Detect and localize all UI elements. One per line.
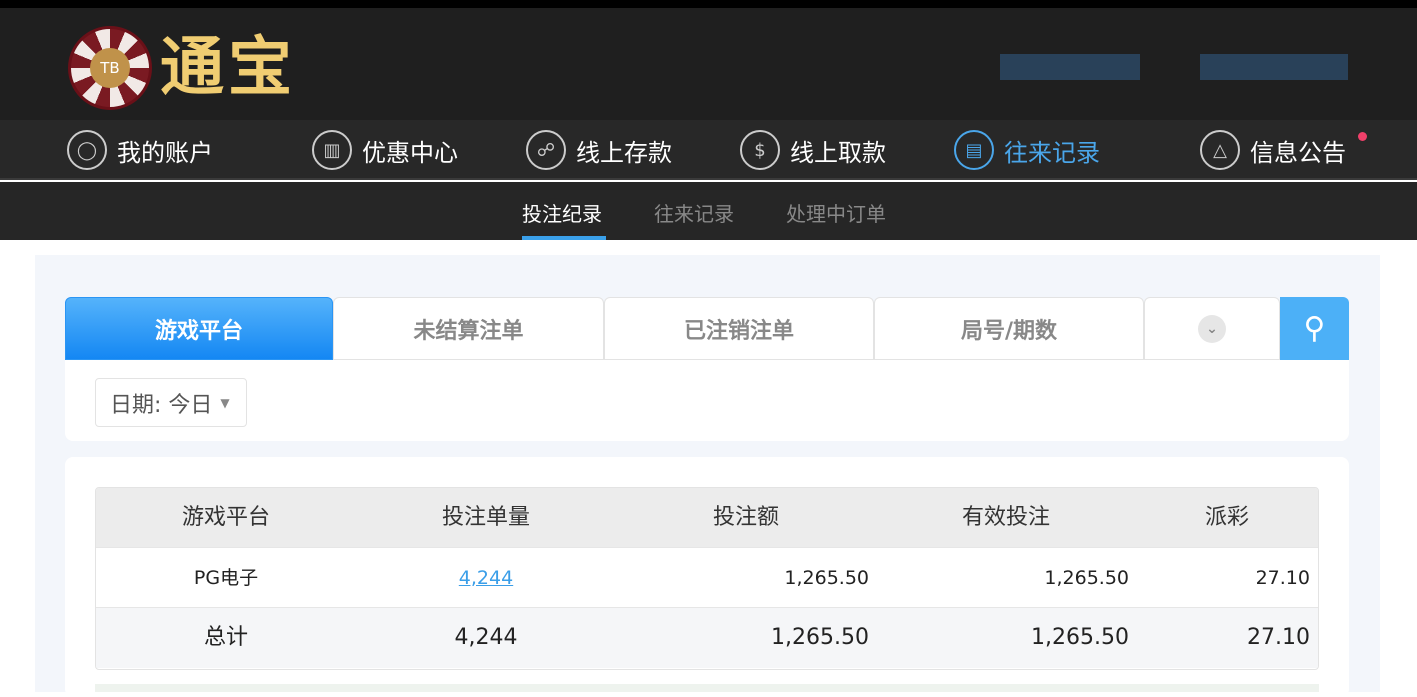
bell-icon: △ — [1200, 130, 1240, 170]
cell-count-link[interactable]: 4,244 — [458, 567, 514, 589]
next-section-edge — [95, 684, 1319, 692]
tab-round-number[interactable]: 局号/期数 — [874, 297, 1144, 360]
nav-label: 往来记录 — [1004, 138, 1100, 167]
deposit-icon: ☍ — [526, 130, 566, 170]
tab-unsettled[interactable]: 未结算注单 — [333, 297, 604, 360]
nav-label: 优惠中心 — [362, 138, 458, 167]
main-nav: ◯ 我的账户 ▥ 优惠中心 ☍ 线上存款 $ 线上取款 ▤ 往来记录 △ 信息公告 — [0, 120, 1417, 180]
nav-promotions[interactable]: ▥ 优惠中心 — [312, 130, 458, 170]
active-subtab-indicator — [522, 236, 606, 240]
subtab-pending-orders[interactable]: 处理中订单 — [786, 202, 886, 226]
date-label: 日期: 今日 — [110, 392, 213, 418]
records-icon: ▤ — [954, 130, 994, 170]
username-redacted — [1000, 54, 1140, 80]
nav-records[interactable]: ▤ 往来记录 — [954, 130, 1100, 170]
notification-dot — [1358, 132, 1367, 141]
total-count: 4,244 — [454, 625, 518, 650]
total-bet: 1,265.50 — [771, 625, 869, 650]
header-valid-bet: 有效投注 — [961, 505, 1050, 530]
balance-redacted — [1200, 54, 1348, 80]
header-count: 投注单量 — [441, 505, 530, 530]
search-icon: ⚲ — [1303, 311, 1326, 346]
nav-label: 线上存款 — [576, 138, 672, 167]
withdraw-icon: $ — [740, 130, 780, 170]
total-valid-bet: 1,265.50 — [1031, 625, 1129, 650]
logo[interactable]: TB 通宝 — [68, 20, 298, 110]
top-bar — [0, 0, 1417, 8]
total-label: 总计 — [203, 625, 248, 650]
chip-text: TB — [90, 48, 130, 88]
header: TB 通宝 — [0, 8, 1417, 120]
nav-label: 线上取款 — [790, 138, 886, 167]
nav-announcements[interactable]: △ 信息公告 — [1200, 130, 1346, 170]
tab-game-platform[interactable]: 游戏平台 — [65, 297, 333, 360]
cell-platform: PG电子 — [193, 567, 259, 589]
cell-bet: 1,265.50 — [784, 567, 869, 589]
gift-icon: ▥ — [312, 130, 352, 170]
cell-payout: 27.10 — [1255, 567, 1310, 589]
total-payout: 27.10 — [1247, 625, 1310, 650]
nav-deposit[interactable]: ☍ 线上存款 — [526, 130, 672, 170]
nav-label: 我的账户 — [117, 138, 213, 167]
table-header: 游戏平台 投注单量 投注额 有效投注 派彩 — [96, 488, 1318, 548]
sub-nav: 投注纪录 往来记录 处理中订单 — [0, 182, 1417, 240]
logo-text: 通宝 — [160, 30, 296, 105]
caret-down-icon: ▼ — [220, 395, 230, 410]
header-payout: 派彩 — [1204, 505, 1249, 530]
table-total-row: 总计 4,244 1,265.50 1,265.50 27.10 — [96, 608, 1318, 668]
nav-label: 信息公告 — [1250, 138, 1346, 167]
table-row: PG电子 4,244 1,265.50 1,265.50 27.10 — [96, 548, 1318, 608]
subtab-transactions[interactable]: 往来记录 — [654, 202, 734, 226]
filter-bar: 日期: 今日 ▼ — [65, 360, 1349, 441]
search-button[interactable]: ⚲ — [1280, 297, 1349, 360]
header-bet: 投注额 — [712, 505, 779, 530]
tab-cancelled[interactable]: 已注销注单 — [604, 297, 874, 360]
chevron-down-icon: ⌄ — [1198, 314, 1226, 343]
header-platform: 游戏平台 — [181, 505, 270, 530]
more-tabs-button[interactable]: ⌄ — [1144, 297, 1280, 360]
nav-withdraw[interactable]: $ 线上取款 — [740, 130, 886, 170]
nav-my-account[interactable]: ◯ 我的账户 — [67, 130, 213, 170]
subtab-bet-records[interactable]: 投注纪录 — [522, 202, 602, 226]
logo-chip: TB — [68, 26, 152, 110]
date-dropdown[interactable]: 日期: 今日 ▼ — [95, 378, 247, 427]
summary-table: 游戏平台 投注单量 投注额 有效投注 派彩 PG电子 4,244 1,265.5… — [95, 487, 1319, 670]
cell-valid-bet: 1,265.50 — [1044, 567, 1129, 589]
user-icon: ◯ — [67, 130, 107, 170]
filter-tabs: 游戏平台 未结算注单 已注销注单 局号/期数 ⌄ ⚲ — [65, 297, 1349, 360]
